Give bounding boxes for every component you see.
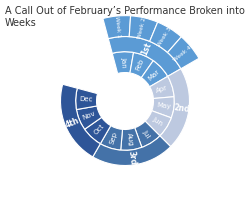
Text: 4th: 4th	[64, 116, 81, 130]
Text: A Call Out of February’s Performance Broken into Weeks: A Call Out of February’s Performance Bro…	[5, 6, 245, 28]
Wedge shape	[145, 111, 171, 136]
Wedge shape	[130, 52, 153, 78]
Text: Nov: Nov	[82, 110, 96, 121]
Text: Week 2: Week 2	[137, 17, 147, 39]
Text: Mar: Mar	[147, 68, 160, 81]
Wedge shape	[76, 106, 102, 129]
Text: 2nd: 2nd	[173, 103, 190, 114]
Wedge shape	[93, 136, 170, 165]
Text: Dec: Dec	[79, 96, 93, 103]
Text: Apr: Apr	[156, 85, 169, 94]
Text: Jan: Jan	[120, 57, 126, 68]
Text: Feb: Feb	[135, 58, 145, 72]
Wedge shape	[129, 16, 158, 41]
Wedge shape	[84, 117, 111, 144]
Wedge shape	[121, 128, 142, 150]
Wedge shape	[76, 88, 98, 109]
Text: Week 1: Week 1	[114, 15, 121, 38]
Wedge shape	[160, 69, 190, 147]
Text: Jul: Jul	[141, 129, 151, 139]
Wedge shape	[152, 97, 174, 118]
Wedge shape	[60, 84, 100, 157]
Wedge shape	[108, 37, 181, 76]
Text: Sep: Sep	[108, 131, 118, 145]
Wedge shape	[150, 76, 174, 99]
Wedge shape	[168, 37, 199, 69]
Wedge shape	[135, 121, 160, 147]
Wedge shape	[100, 126, 122, 150]
Wedge shape	[141, 61, 168, 87]
Text: Aug: Aug	[126, 133, 134, 147]
Text: Week 4: Week 4	[173, 45, 193, 62]
Wedge shape	[150, 22, 181, 53]
Wedge shape	[112, 52, 134, 74]
Text: May: May	[156, 102, 171, 110]
Wedge shape	[103, 16, 130, 39]
Text: 3rd: 3rd	[127, 150, 138, 165]
Text: 1st: 1st	[140, 41, 153, 56]
Text: Week 3: Week 3	[157, 27, 172, 48]
Text: Jun: Jun	[152, 116, 164, 127]
Text: Oct: Oct	[92, 123, 105, 136]
